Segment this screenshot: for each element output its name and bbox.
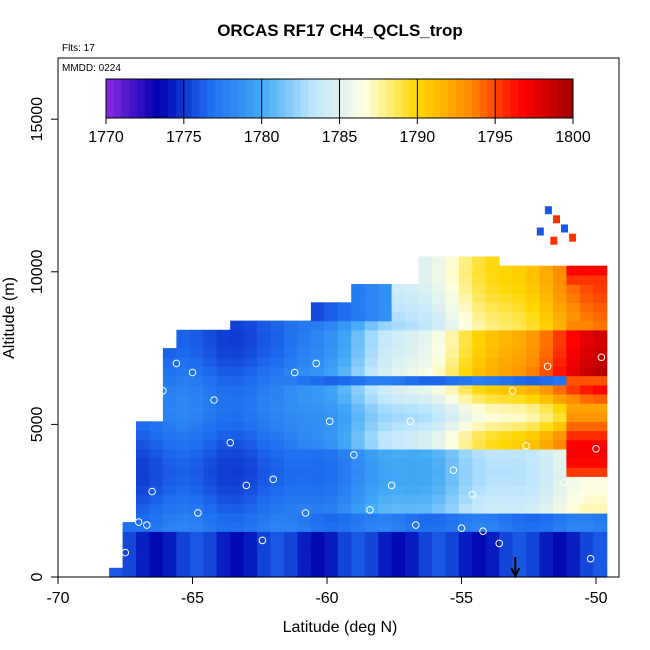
colorbar-tick-label: 1780 (244, 129, 280, 146)
sample-markers (110, 353, 606, 563)
colorbar-tick-label: 1795 (477, 129, 513, 146)
date-annotation: MMDD: 0224 (62, 63, 121, 74)
y-tick-label: 0 (29, 572, 46, 581)
y-axis: 0 5000 10000 15000 (29, 97, 59, 581)
colorbar-tick-label: 1790 (400, 129, 436, 146)
x-tick-label: -55 (450, 590, 473, 607)
y-tick-label: 10000 (29, 249, 46, 294)
colorbar-tick-label: 1800 (555, 129, 591, 146)
x-axis-label: Latitude (deg N) (283, 619, 398, 636)
y-tick-label: 15000 (29, 97, 46, 142)
flights-annotation: Flts: 17 (62, 43, 95, 54)
colorbar-tick-label: 1770 (88, 129, 124, 146)
colorbar: 1770 1775 1780 1785 1790 1795 1800 (88, 78, 591, 146)
x-tick-label: -60 (315, 590, 338, 607)
x-tick-label: -65 (181, 590, 204, 607)
x-axis: -70 -65 -60 -55 -50 (46, 576, 608, 607)
heatmap-layer (109, 206, 608, 578)
x-tick-label: -70 (46, 590, 69, 607)
y-tick-label: 5000 (29, 407, 46, 443)
y-axis-label: Altitude (m) (1, 277, 18, 359)
colorbar-tick-label: 1775 (166, 129, 202, 146)
x-tick-label: -50 (584, 590, 607, 607)
colorbar-tick-label: 1785 (322, 129, 358, 146)
chart-title: ORCAS RF17 CH4_QCLS_trop (217, 21, 463, 40)
location-arrow-marker (510, 557, 521, 579)
